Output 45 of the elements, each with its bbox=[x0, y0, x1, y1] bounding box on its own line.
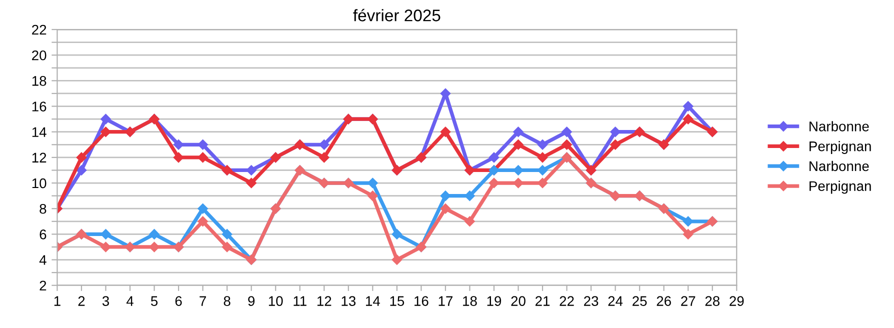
x-tick-label: 17 bbox=[438, 296, 452, 306]
x-tick-label: 9 bbox=[248, 296, 255, 306]
x-tick-label: 16 bbox=[414, 296, 428, 306]
chart-title: février 2025 bbox=[353, 8, 440, 22]
x-tick-label: 4 bbox=[126, 296, 134, 306]
y-tick-label: 10 bbox=[32, 178, 46, 188]
x-tick-label: 6 bbox=[175, 296, 182, 306]
x-tick-label: 21 bbox=[536, 296, 550, 306]
x-tick-label: 11 bbox=[294, 296, 306, 306]
x-tick-label: 10 bbox=[268, 296, 283, 306]
x-tick-label: 14 bbox=[366, 296, 380, 306]
x-tick-label: 29 bbox=[730, 296, 744, 306]
x-tick-label: 20 bbox=[511, 296, 526, 306]
x-tick-label: 3 bbox=[102, 296, 109, 306]
y-tick-label: 22 bbox=[32, 24, 46, 35]
x-tick-label: 7 bbox=[200, 296, 206, 306]
x-tick-label: 27 bbox=[681, 296, 696, 306]
x-tick-label: 13 bbox=[342, 296, 356, 306]
y-tick-label: 16 bbox=[32, 102, 46, 112]
x-tick-label: 28 bbox=[705, 296, 720, 306]
y-tick-label: 18 bbox=[32, 76, 46, 86]
x-tick-label: 19 bbox=[487, 296, 502, 306]
y-tick-label: 8 bbox=[40, 204, 46, 214]
x-tick-label: 24 bbox=[608, 296, 623, 306]
x-tick-label: 1 bbox=[54, 296, 60, 306]
x-tick-label: 26 bbox=[656, 296, 671, 306]
legend-label: Narbonne bbox=[810, 160, 869, 172]
legend-label: Perpignan bbox=[810, 180, 871, 194]
x-tick-label: 5 bbox=[150, 296, 158, 306]
x-tick-label: 12 bbox=[317, 296, 332, 306]
x-tick-label: 22 bbox=[560, 296, 574, 306]
y-tick-label: 6 bbox=[40, 230, 46, 240]
x-tick-label: 18 bbox=[463, 296, 477, 306]
y-tick-label: 20 bbox=[32, 50, 46, 60]
x-tick-label: 23 bbox=[584, 296, 598, 306]
x-tick-label: 25 bbox=[632, 296, 647, 306]
x-tick-label: 8 bbox=[224, 296, 230, 306]
y-tick-label: 2 bbox=[40, 280, 46, 290]
y-tick-label: 14 bbox=[32, 127, 46, 137]
x-tick-label: 15 bbox=[390, 296, 404, 306]
y-tick-label: 4 bbox=[39, 255, 46, 265]
x-tick-label: 2 bbox=[78, 296, 85, 306]
legend-label: Perpignan bbox=[810, 141, 871, 154]
y-tick-label: 12 bbox=[32, 152, 46, 162]
legend-label: Narbonne bbox=[810, 121, 869, 132]
